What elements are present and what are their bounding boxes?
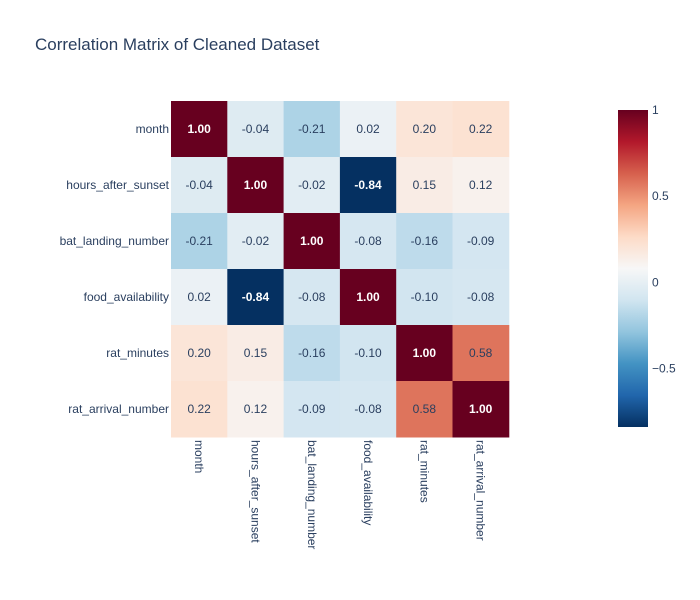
heatmap-cell-rat_minutes-food_availability <box>339 325 397 382</box>
cell-value-label: -0.08 <box>298 290 326 304</box>
cell-value-label: -0.10 <box>354 346 382 360</box>
cell-value-label: 0.02 <box>356 122 380 136</box>
cell-value-label: -0.84 <box>354 178 382 192</box>
heatmap-cell-month-hours_after_sunset <box>227 101 285 158</box>
heatmap-cell-month-month <box>171 101 228 158</box>
cell-value-label: 1.00 <box>356 290 380 304</box>
heatmap-cell-month-food_availability <box>339 101 397 158</box>
cell-value-label: 0.12 <box>244 402 268 416</box>
heatmap-cell-hours_after_sunset-rat_arrival_number <box>452 157 510 214</box>
cell-value-label: 1.00 <box>413 346 437 360</box>
cell-value-label: 0.22 <box>187 402 211 416</box>
cell-value-label: -0.04 <box>242 122 270 136</box>
heatmap-cell-food_availability-rat_arrival_number <box>452 269 510 326</box>
cell-value-label: 1.00 <box>244 178 268 192</box>
heatmap-cell-rat_minutes-rat_minutes <box>396 325 453 382</box>
heatmap-cell-rat_minutes-month <box>171 325 228 382</box>
cell-value-label: 0.15 <box>413 178 437 192</box>
x-tick-label: rat_minutes <box>417 440 431 503</box>
heatmap-cell-bat_landing_number-bat_landing_number <box>283 213 341 270</box>
heatmap-cell-rat_minutes-bat_landing_number <box>283 325 341 382</box>
heatmap-cell-hours_after_sunset-bat_landing_number <box>283 157 341 214</box>
x-tick-label: bat_landing_number <box>305 440 319 549</box>
cell-value-label: 0.58 <box>413 402 437 416</box>
heatmap-cell-hours_after_sunset-month <box>171 157 228 214</box>
y-tick-label: rat_minutes <box>106 346 169 360</box>
heatmap-cell-food_availability-month <box>171 269 228 326</box>
cell-value-label: -0.21 <box>298 122 326 136</box>
heatmap-cell-month-rat_minutes <box>396 101 453 158</box>
y-tick-label: month <box>136 122 169 136</box>
heatmap-cell-rat_minutes-hours_after_sunset <box>227 325 285 382</box>
chart-title: Correlation Matrix of Cleaned Dataset <box>35 35 320 54</box>
cell-value-label: -0.21 <box>185 234 213 248</box>
cell-value-label: -0.10 <box>411 290 439 304</box>
x-axis-ticks: month hours_after_sunset bat_landing_numbe… <box>192 440 488 549</box>
cell-value-label: 1.00 <box>300 234 324 248</box>
heatmap-cell-food_availability-bat_landing_number <box>283 269 341 326</box>
cell-value-label: 0.20 <box>187 346 211 360</box>
heatmap-cell-rat_arrival_number-rat_arrival_number <box>452 381 510 438</box>
heatmap-cell-bat_landing_number-rat_arrival_number <box>452 213 510 270</box>
colorbar-tick-label: −0.5 <box>652 361 676 375</box>
cell-value-label: 0.20 <box>413 122 437 136</box>
cell-value-label: -0.04 <box>185 178 213 192</box>
cell-value-label: -0.84 <box>242 290 270 304</box>
heatmap-cell-hours_after_sunset-hours_after_sunset <box>227 157 285 214</box>
cell-value-label: 0.22 <box>469 122 493 136</box>
y-tick-label: hours_after_sunset <box>66 178 169 192</box>
y-tick-label: food_availability <box>84 290 169 304</box>
heatmap-cell-food_availability-hours_after_sunset <box>227 269 285 326</box>
cell-value-label: -0.16 <box>411 234 439 248</box>
x-tick-label: rat_arrival_number <box>474 440 488 541</box>
heatmap-cell-rat_arrival_number-rat_minutes <box>396 381 453 438</box>
heatmap-cell-rat_arrival_number-month <box>171 381 228 438</box>
heatmap-cell-bat_landing_number-rat_minutes <box>396 213 453 270</box>
cell-value-label: 0.02 <box>187 290 211 304</box>
heatmap-cell-month-bat_landing_number <box>283 101 341 158</box>
heatmap-cell-food_availability-rat_minutes <box>396 269 453 326</box>
heatmap-cell-month-rat_arrival_number <box>452 101 510 158</box>
colorbar-tick-label: 0.5 <box>652 189 669 203</box>
x-tick-label: month <box>192 440 206 473</box>
colorbar-ticks: −0.5 0 0.5 1 <box>652 103 676 375</box>
cell-value-label: -0.02 <box>242 234 270 248</box>
colorbar-tick-label: 1 <box>652 103 659 117</box>
cell-value-label: -0.09 <box>467 234 495 248</box>
heatmap-cell-bat_landing_number-food_availability <box>339 213 397 270</box>
y-tick-label: bat_landing_number <box>60 234 169 248</box>
cell-value-label: 1.00 <box>469 402 493 416</box>
y-tick-label: rat_arrival_number <box>68 402 169 416</box>
heatmap-cell-hours_after_sunset-food_availability <box>339 157 397 214</box>
heatmap-cell-rat_arrival_number-food_availability <box>339 381 397 438</box>
heatmap-cell-rat_arrival_number-bat_landing_number <box>283 381 341 438</box>
cell-value-label: -0.09 <box>298 402 326 416</box>
heatmap-cell-food_availability-food_availability <box>339 269 397 326</box>
x-tick-label: hours_after_sunset <box>248 440 262 543</box>
colorbar <box>618 110 648 427</box>
heatmap-cell-bat_landing_number-hours_after_sunset <box>227 213 285 270</box>
heatmap-cell-bat_landing_number-month <box>171 213 228 270</box>
heatmap-cells: 1.00 -0.04 -0.21 0.02 0.20 0.22 -0.04 1.00 -0.02… <box>171 101 510 438</box>
cell-value-label: 0.12 <box>469 178 493 192</box>
cell-value-label: -0.16 <box>298 346 326 360</box>
cell-value-label: 0.15 <box>244 346 268 360</box>
heatmap-cell-rat_arrival_number-hours_after_sunset <box>227 381 285 438</box>
cell-value-label: -0.02 <box>298 178 326 192</box>
cell-value-label: -0.08 <box>354 234 382 248</box>
cell-value-label: -0.08 <box>467 290 495 304</box>
x-tick-label: food_availability <box>361 440 375 525</box>
cell-value-label: 1.00 <box>187 122 211 136</box>
colorbar-tick-label: 0 <box>652 275 659 289</box>
heatmap-cell-hours_after_sunset-rat_minutes <box>396 157 453 214</box>
cell-value-label: 0.58 <box>469 346 493 360</box>
heatmap-cell-rat_minutes-rat_arrival_number <box>452 325 510 382</box>
y-axis-ticks: month hours_after_sunset bat_landing_numbe… <box>60 122 170 416</box>
cell-value-label: -0.08 <box>354 402 382 416</box>
